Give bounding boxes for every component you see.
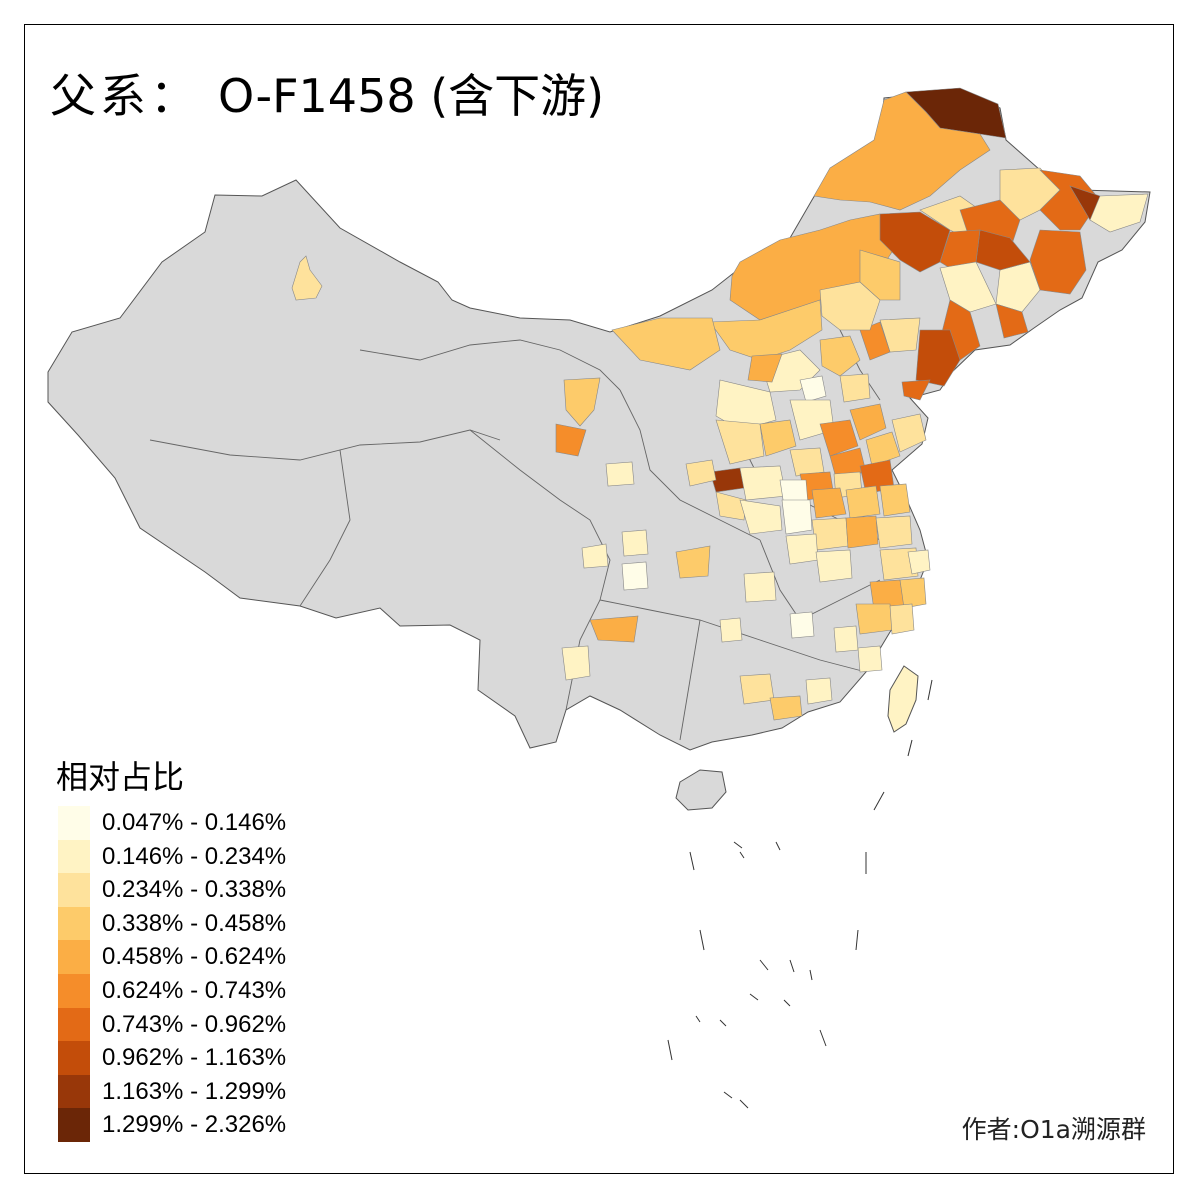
region-chengdu	[581, 543, 609, 569]
legend-swatch	[58, 1074, 90, 1109]
region-yanbian	[995, 303, 1029, 339]
region-jinan	[865, 431, 901, 467]
region-hanzhong	[675, 545, 711, 579]
mainland-china-region	[47, 89, 1151, 751]
legend-label: 0.234% - 0.338%	[102, 876, 287, 904]
region-chengde	[819, 335, 861, 377]
region-zhengzhou	[739, 465, 787, 501]
legend-label: 0.146% - 0.234%	[102, 842, 287, 870]
legend-swatch	[58, 973, 90, 1008]
region-ningxia	[563, 377, 601, 427]
hainan-island	[675, 769, 727, 811]
taiwan-island	[887, 665, 919, 733]
region-shantou	[805, 677, 833, 705]
legend-swatch	[58, 906, 90, 941]
region-beijing	[799, 375, 827, 403]
legend-swatch	[58, 839, 90, 874]
author-credit: 作者:O1a溯源群	[961, 1115, 1146, 1144]
region-cangzhou	[849, 403, 887, 441]
south-china-sea-islands	[667, 679, 933, 1109]
region-jiamusi	[1039, 169, 1101, 231]
legend-swatch	[58, 1108, 90, 1142]
region-chongqing	[621, 561, 649, 591]
legend-label: 0.458% - 0.624%	[102, 943, 287, 971]
map-title: 父系： O-F1458 (含下游)	[50, 60, 604, 126]
region-daxinganling	[813, 91, 991, 211]
region-changsha	[719, 617, 743, 643]
legend-label: 0.624% - 0.743%	[102, 976, 287, 1004]
region-bengbu	[845, 515, 879, 549]
region-tongliao	[859, 249, 901, 301]
region-wuhan	[743, 571, 777, 603]
region-nanyang	[739, 499, 783, 535]
region-shenzhen	[769, 695, 803, 721]
region-jixi	[1029, 229, 1087, 295]
region-handan	[789, 447, 825, 477]
legend-swatch	[58, 1041, 90, 1075]
region-alxa	[611, 317, 721, 371]
region-hefei	[815, 549, 853, 583]
legend-swatch	[58, 1007, 90, 1042]
region-luoyang	[715, 491, 747, 521]
region-urumqi	[291, 255, 323, 301]
region-nanchong	[621, 529, 649, 557]
region-xuzhou	[811, 487, 847, 519]
legend-title: 相对占比	[56, 758, 185, 796]
region-fuzhou	[857, 645, 883, 673]
region-guyuan	[555, 423, 587, 457]
region-xilingol	[709, 299, 823, 361]
region-liupanshui	[589, 615, 639, 643]
region-taiyuan	[759, 419, 797, 457]
region-tianshui	[605, 461, 635, 487]
region-liaoning-east	[915, 329, 961, 387]
region-datong	[747, 353, 783, 383]
title-haplogroup: O-F1458 (含下游)	[218, 69, 605, 123]
region-jinhua	[855, 603, 893, 635]
region-nanjing	[875, 515, 913, 549]
data-regions	[291, 87, 1149, 721]
legend-swatch	[58, 940, 90, 974]
region-ningbo	[899, 577, 927, 609]
region-yulin	[685, 459, 717, 487]
region-guangzhou	[739, 673, 775, 705]
legend-label: 1.163% - 1.299%	[102, 1077, 287, 1105]
region-hulunbuir-east	[879, 211, 951, 273]
region-fuyuan	[1089, 193, 1149, 233]
region-xinyang	[785, 533, 819, 565]
region-fuyang	[811, 517, 849, 551]
region-weifang	[891, 413, 927, 453]
region-yancheng	[879, 483, 911, 517]
region-dalian	[901, 379, 931, 401]
region-jinzhou	[859, 321, 891, 361]
region-shanghai	[907, 549, 931, 575]
region-shanxi-central	[715, 419, 765, 465]
legend-label: 0.962% - 1.163%	[102, 1044, 287, 1072]
region-wenzhou	[889, 603, 915, 635]
region-tangshan	[839, 373, 871, 403]
region-yichang	[789, 611, 815, 639]
region-hengshui	[819, 419, 859, 457]
region-jilin-north	[939, 261, 997, 313]
legend-swatch	[58, 873, 90, 907]
legend-label: 0.338% - 0.458%	[102, 909, 287, 937]
title-prefix: 父系：	[50, 69, 200, 123]
legend-label: 1.299% - 2.326%	[102, 1111, 287, 1139]
region-nanchang	[833, 625, 859, 653]
region-zhoukou	[781, 499, 813, 535]
legend-swatch	[58, 806, 90, 840]
legend-label: 0.743% - 0.962%	[102, 1010, 287, 1038]
legend-label: 0.047% - 0.146%	[102, 809, 287, 836]
region-kunming	[561, 645, 591, 681]
region-huaian	[845, 485, 881, 519]
